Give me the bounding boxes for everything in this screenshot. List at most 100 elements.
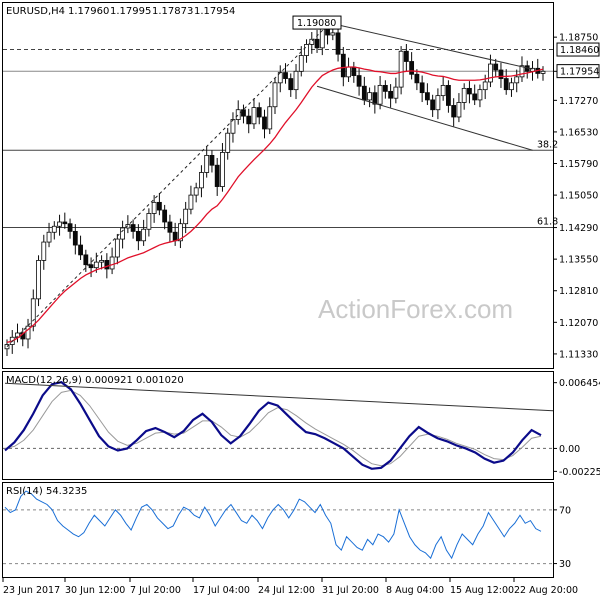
candle-body xyxy=(51,225,57,233)
candle-body xyxy=(57,221,62,227)
candle-body xyxy=(346,66,351,78)
candle-body xyxy=(99,260,104,263)
candle-body xyxy=(456,102,462,118)
candle-body xyxy=(141,228,147,242)
candle-body xyxy=(477,89,483,101)
candle-body xyxy=(120,227,126,240)
candle-body xyxy=(461,87,467,103)
x-axis-tick-label: 30 Jun 12:00 xyxy=(65,585,125,596)
ohlc-low: 1.17873 xyxy=(152,6,193,17)
macd-title: MACD(12,26,9) 0.000921 0.001020 xyxy=(6,375,184,386)
candle-body xyxy=(440,84,446,97)
candle-body xyxy=(467,87,472,95)
axis-layer: 1.187501.179501.172701.165301.157901.150… xyxy=(2,33,600,596)
candle-body xyxy=(288,78,294,91)
ohlc-high: 1.17995 xyxy=(110,6,151,17)
rsi-line xyxy=(4,490,542,560)
candle-body xyxy=(209,155,215,166)
candle-body xyxy=(220,152,225,187)
candle-body xyxy=(514,76,520,84)
candle-body xyxy=(498,69,504,79)
price-axis-tick-label: 1.16530 xyxy=(559,127,598,138)
candle-body xyxy=(409,61,415,75)
candle-body xyxy=(298,55,304,72)
price-tag-label: 1.18460 xyxy=(560,45,599,56)
macd-line xyxy=(4,381,542,470)
candle-body xyxy=(183,208,189,225)
candle-body xyxy=(25,325,31,340)
price-layer: 1.19080 38.2 61.8 xyxy=(3,15,558,357)
rsi-panel-frame xyxy=(2,482,554,578)
moving-average-line xyxy=(6,66,544,344)
ohlc-close: 1.17954 xyxy=(194,6,235,17)
candle-body xyxy=(519,65,525,78)
candle-body xyxy=(88,264,94,269)
price-axis-tick-label: 1.18750 xyxy=(559,33,598,44)
chart-title: EURUSD,H4 xyxy=(6,6,65,17)
ohlc-open: 1.17960 xyxy=(68,6,109,17)
candle-body xyxy=(488,63,493,83)
candle-body xyxy=(178,223,183,242)
candle-body xyxy=(151,201,157,214)
candle-body xyxy=(114,238,120,258)
fib-level-label: 61.8 xyxy=(537,217,558,228)
candle-body xyxy=(330,32,336,36)
candle-body xyxy=(36,260,41,300)
rsi-axis-tick-label: 70 xyxy=(559,505,571,516)
candle-body xyxy=(340,53,346,78)
candle-body xyxy=(30,298,36,327)
macd-axis-tick-label: -0.002252 xyxy=(559,467,600,478)
candle-body xyxy=(419,82,425,94)
high-label-box xyxy=(292,15,342,30)
rsi-axis-tick-label: 30 xyxy=(559,559,571,570)
candle-body xyxy=(104,260,110,270)
candle-body xyxy=(472,93,478,101)
candle-body xyxy=(377,84,383,105)
rsi-title: RSI(14) 54.3235 xyxy=(6,486,87,497)
candle-body xyxy=(146,213,152,230)
candle-body xyxy=(430,99,436,111)
candle-body xyxy=(414,73,420,84)
candle-body xyxy=(241,109,246,117)
x-axis-tick-label: 7 Jul 20:00 xyxy=(130,585,181,596)
candle-body xyxy=(125,224,131,229)
price-panel-frame xyxy=(2,2,554,369)
price-tag-box xyxy=(556,64,600,79)
x-axis-tick-label: 8 Aug 04:00 xyxy=(386,585,444,596)
candle-body xyxy=(193,187,199,196)
candle-body xyxy=(188,194,194,210)
candle-body xyxy=(393,86,399,99)
candle-body xyxy=(130,224,136,232)
price-axis-tick-label: 1.17270 xyxy=(559,96,598,107)
x-axis-tick-label: 15 Aug 12:00 xyxy=(450,585,514,596)
price-axis-tick-label: 1.15050 xyxy=(559,191,598,202)
candle-body xyxy=(283,72,288,79)
candle-body xyxy=(540,70,546,74)
channel-lower-line xyxy=(316,85,533,151)
candle-body xyxy=(15,332,20,338)
candle-body xyxy=(109,256,115,270)
candle-body xyxy=(403,50,409,62)
candle-body xyxy=(93,261,99,269)
macd-axis-tick-label: 0.00 xyxy=(559,444,580,455)
candle-body xyxy=(267,106,273,130)
candle-body xyxy=(156,201,162,211)
x-axis-tick-label: 24 Jul 12:00 xyxy=(258,585,315,596)
high-label-text: 1.19080 xyxy=(297,18,336,29)
candle-body xyxy=(335,32,341,55)
candle-body xyxy=(83,254,89,266)
candle-body xyxy=(46,231,52,243)
candle-body xyxy=(204,155,210,173)
candle-body xyxy=(424,92,430,101)
candle-body xyxy=(314,38,320,49)
macd-signal-line xyxy=(4,389,542,467)
candle-body xyxy=(251,107,257,125)
candle-body xyxy=(262,116,267,130)
watermark-text: ActionForex.com xyxy=(318,294,513,324)
candle-body xyxy=(225,132,231,153)
candle-body xyxy=(214,164,220,187)
candle-body xyxy=(388,90,394,99)
candle-body xyxy=(246,115,252,125)
candle-body xyxy=(230,119,236,134)
